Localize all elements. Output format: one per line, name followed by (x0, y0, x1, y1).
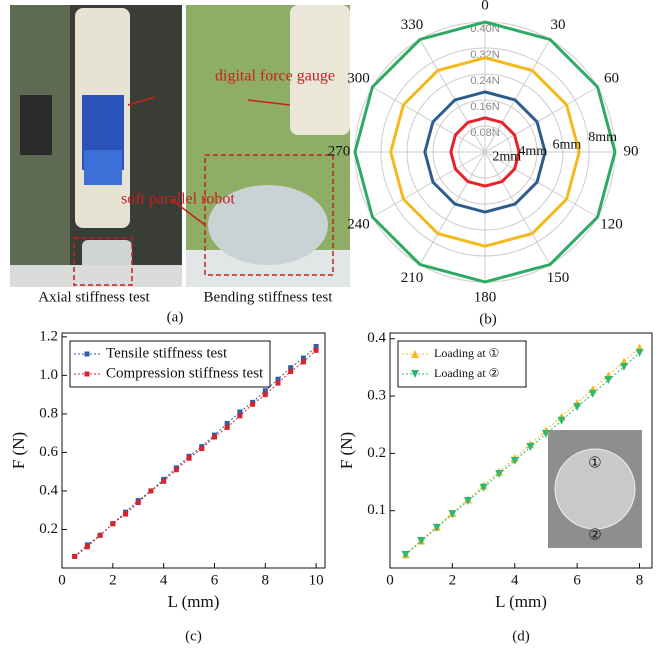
x-tick-label: 6 (573, 572, 581, 588)
theta-tick-label: 270 (328, 143, 351, 159)
data-point (275, 381, 280, 386)
y-tick-label: 0.3 (367, 387, 386, 403)
theta-tick-label: 60 (604, 70, 619, 86)
theta-tick-label: 330 (401, 17, 424, 33)
theta-tick-label: 30 (551, 17, 566, 33)
legend-label: Tensile stiffness test (106, 345, 228, 361)
theta-tick-label: 120 (600, 216, 623, 232)
figure: digital force gauge soft parallel robot … (0, 0, 660, 653)
panel-label: (d) (512, 628, 530, 644)
photo-axial (10, 5, 182, 287)
data-point (199, 446, 204, 451)
data-point (161, 479, 166, 484)
legend-label: Loading at ① (434, 346, 499, 360)
data-point (174, 467, 179, 472)
x-tick-label: 6 (211, 572, 219, 588)
data-point (187, 456, 192, 461)
data-point (573, 403, 581, 411)
y-tick-label: 1.0 (39, 367, 58, 383)
legend-marker (85, 352, 90, 357)
x-tick-label: 10 (309, 572, 324, 588)
y-tick-label: 0.4 (39, 482, 58, 498)
x-tick-label: 8 (636, 572, 644, 588)
data-point (98, 533, 103, 538)
theta-tick-label: 150 (547, 270, 570, 286)
legend-marker (85, 372, 90, 377)
data-point (212, 435, 217, 440)
y-tick-label: 0.1 (367, 502, 386, 518)
x-tick-label: 2 (109, 572, 117, 588)
x-tick-label: 2 (449, 572, 457, 588)
data-point (237, 413, 242, 418)
theta-tick-label: 210 (401, 270, 424, 286)
data-point (72, 554, 77, 559)
series-label: 6mm (552, 137, 581, 152)
theta-tick-label: 0 (481, 0, 489, 13)
x-tick-label: 0 (58, 572, 66, 588)
x-tick-label: 4 (511, 572, 519, 588)
y-tick-label: 0.6 (39, 444, 58, 460)
photo-label: digital force gauge (215, 68, 335, 85)
data-point (263, 392, 268, 397)
series-label: 2mm (492, 149, 521, 164)
y-axis-title: F (N) (337, 432, 356, 469)
photo-caption: Bending stiffness test (204, 289, 334, 305)
series-label: 4mm (518, 144, 547, 159)
data-point (148, 488, 153, 493)
x-tick-label: 8 (262, 572, 270, 588)
series-label: 8mm (588, 130, 617, 145)
data-point (85, 544, 90, 549)
inset-label: ② (588, 527, 601, 543)
y-axis-title: F (N) (9, 432, 28, 469)
y-tick-label: 0.2 (39, 521, 58, 537)
photo-caption: Axial stiffness test (38, 289, 150, 305)
data-point (136, 500, 141, 505)
data-point (250, 402, 255, 407)
x-tick-label: 4 (160, 572, 168, 588)
inset-label: ① (588, 455, 601, 471)
panel-label: (b) (479, 311, 497, 327)
data-point (589, 390, 597, 398)
x-axis-title: L (mm) (168, 592, 220, 611)
y-tick-label: 0.4 (367, 330, 386, 346)
theta-tick-label: 300 (347, 70, 370, 86)
data-point (314, 348, 319, 353)
photo-label: soft parallel robot (121, 191, 235, 208)
legend-label: Loading at ② (434, 366, 499, 380)
theta-tick-label: 90 (624, 143, 639, 159)
data-point (123, 512, 128, 517)
y-tick-label: 0.8 (39, 405, 58, 421)
theta-tick-label: 180 (474, 289, 497, 305)
x-axis-title: L (mm) (495, 592, 547, 611)
y-tick-label: 0.2 (367, 445, 386, 461)
x-tick-label: 0 (386, 572, 394, 588)
data-point (604, 376, 612, 384)
panel-label: (a) (167, 309, 184, 325)
data-point (225, 425, 230, 430)
data-point (288, 369, 293, 374)
y-tick-label: 1.2 (39, 328, 58, 344)
theta-tick-label: 240 (347, 216, 370, 232)
data-point (301, 359, 306, 364)
data-point (110, 521, 115, 526)
panel-label: (c) (185, 628, 202, 644)
legend-label: Compression stiffness test (106, 365, 264, 381)
